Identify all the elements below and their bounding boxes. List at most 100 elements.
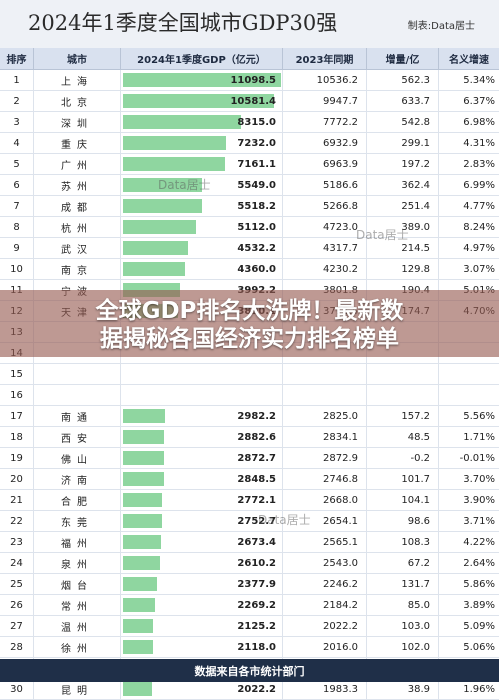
gdp-value: 11098.5 <box>230 74 276 86</box>
table-row: 20 济南 2848.5 2746.8 101.7 3.70% <box>0 469 499 490</box>
growth-cell: 4.77% <box>463 200 495 212</box>
increase-cell: 129.8 <box>367 259 439 279</box>
growth-cell <box>439 385 499 405</box>
increase-cell: 98.6 <box>367 511 439 531</box>
previous-year-cell: 2746.8 <box>283 469 367 489</box>
gdp-value: 2269.2 <box>237 599 276 611</box>
previous-year-cell: 1983.3 <box>283 679 367 699</box>
rank-cell: 2 <box>0 91 34 111</box>
table-row: 7 成都 5518.2 5266.8 251.4 4.77% <box>0 196 499 217</box>
previous-year-cell: 2834.1 <box>283 427 367 447</box>
title-bar: 2024年1季度全国城市GDP30强 制表:Data居士 <box>0 0 499 49</box>
gdp-value: 2377.9 <box>237 578 276 590</box>
gdp-cell: 2377.9 <box>121 574 283 594</box>
column-header-city: 城市 <box>34 48 121 69</box>
increase-cell: 362.4 <box>367 175 439 195</box>
gdp-bar <box>123 157 225 171</box>
gdp-bar <box>123 409 165 423</box>
previous-year-cell: 6963.9 <box>283 154 367 174</box>
table-row: 22 东莞 2752.7 2654.1 98.6 3.71% <box>0 511 499 532</box>
city-cell: 南京 <box>34 259 121 279</box>
table-row: 17 南通 2982.2 2825.0 157.2 5.56% <box>0 406 499 427</box>
table-header-row: 排序 城市 2024年1季度GDP（亿元） 2023年同期 增量/亿 名义增速 <box>0 48 499 70</box>
gdp-bar <box>123 577 157 591</box>
rank-cell: 6 <box>0 175 34 195</box>
increase-cell <box>367 385 439 405</box>
column-header-growth: 名义增速 <box>449 55 489 66</box>
growth-cell: 6.99% <box>463 179 495 191</box>
table-row: 3 深圳 8315.0 7772.2 542.8 6.98% <box>0 112 499 133</box>
gdp-cell: 2673.4 <box>121 532 283 552</box>
gdp-value: 4360.0 <box>237 263 276 275</box>
growth-cell: 5.09% <box>463 620 495 632</box>
gdp-value: 2673.4 <box>237 536 276 548</box>
gdp-bar <box>123 556 160 570</box>
table-row: 26 常州 2269.2 2184.2 85.0 3.89% <box>0 595 499 616</box>
table-row: 18 西安 2882.6 2834.1 48.5 1.71% <box>0 427 499 448</box>
headline-text: 全球GDP排名大洗牌！最新数 据揭秘各国经济实力排名榜单 <box>0 297 499 353</box>
increase-cell: 67.2 <box>367 553 439 573</box>
rank-cell: 10 <box>0 259 34 279</box>
gdp-bar <box>123 94 274 108</box>
gdp-value: 2872.7 <box>237 452 276 464</box>
gdp-bar <box>123 262 185 276</box>
table-row: 23 福州 2673.4 2565.1 108.3 4.22% <box>0 532 499 553</box>
gdp-cell: 2752.7 <box>121 511 283 531</box>
previous-year-cell <box>283 364 367 384</box>
gdp-bar <box>123 598 155 612</box>
city-cell: 温州 <box>34 616 121 636</box>
gdp-cell: 2610.2 <box>121 553 283 573</box>
rank-cell: 8 <box>0 217 34 237</box>
gdp-bar <box>123 535 161 549</box>
growth-cell: 6.37% <box>463 95 495 107</box>
gdp-cell: 2872.7 <box>121 448 283 468</box>
table-row: 28 徐州 2118.0 2016.0 102.0 5.06% <box>0 637 499 658</box>
rank-cell: 28 <box>0 637 34 657</box>
growth-cell: 1.71% <box>463 431 495 443</box>
headline-overlay <box>0 290 499 357</box>
growth-cell: 5.56% <box>463 410 495 422</box>
city-cell: 泉州 <box>34 553 121 573</box>
increase-cell: 102.0 <box>367 637 439 657</box>
gdp-value: 7161.1 <box>237 158 276 170</box>
growth-cell <box>439 364 499 384</box>
gdp-value: 5518.2 <box>237 200 276 212</box>
gdp-value: 2882.6 <box>237 431 276 443</box>
table-row: 6 苏州 5549.0 5186.6 362.4 6.99% <box>0 175 499 196</box>
increase-cell: 389.0 <box>367 217 439 237</box>
city-cell: 北京 <box>34 91 121 111</box>
table-row: 9 武汉 4532.2 4317.7 214.5 4.97% <box>0 238 499 259</box>
increase-cell: 633.7 <box>367 91 439 111</box>
city-cell: 佛山 <box>34 448 121 468</box>
rank-cell: 3 <box>0 112 34 132</box>
previous-year-cell: 4723.0 <box>283 217 367 237</box>
previous-year-cell: 2654.1 <box>283 511 367 531</box>
growth-cell: 5.06% <box>463 641 495 653</box>
gdp-value: 7232.0 <box>237 137 276 149</box>
city-cell: 合肥 <box>34 490 121 510</box>
city-cell: 南通 <box>34 406 121 426</box>
gdp-bar <box>123 430 164 444</box>
previous-year-cell: 2543.0 <box>283 553 367 573</box>
gdp-cell: 5549.0 <box>121 175 283 195</box>
gdp-cell: 7232.0 <box>121 133 283 153</box>
previous-year-cell: 6932.9 <box>283 133 367 153</box>
table-row: 8 杭州 5112.0 4723.0 389.0 8.24% <box>0 217 499 238</box>
rank-cell: 16 <box>0 385 34 405</box>
previous-year-cell: 2016.0 <box>283 637 367 657</box>
previous-year-cell: 2825.0 <box>283 406 367 426</box>
increase-cell: 197.2 <box>367 154 439 174</box>
previous-year-cell: 5186.6 <box>283 175 367 195</box>
watermark: Data居士 <box>356 228 409 242</box>
gdp-bar <box>123 514 162 528</box>
increase-cell: 108.3 <box>367 532 439 552</box>
previous-year-cell: 4317.7 <box>283 238 367 258</box>
increase-cell: 157.2 <box>367 406 439 426</box>
gdp-bar <box>123 682 152 696</box>
rank-cell: 24 <box>0 553 34 573</box>
gdp-value: 2752.7 <box>237 515 276 527</box>
column-header-increase: 增量/亿 <box>367 48 439 69</box>
rank-cell: 27 <box>0 616 34 636</box>
city-cell: 烟台 <box>34 574 121 594</box>
city-cell: 苏州 <box>34 175 121 195</box>
